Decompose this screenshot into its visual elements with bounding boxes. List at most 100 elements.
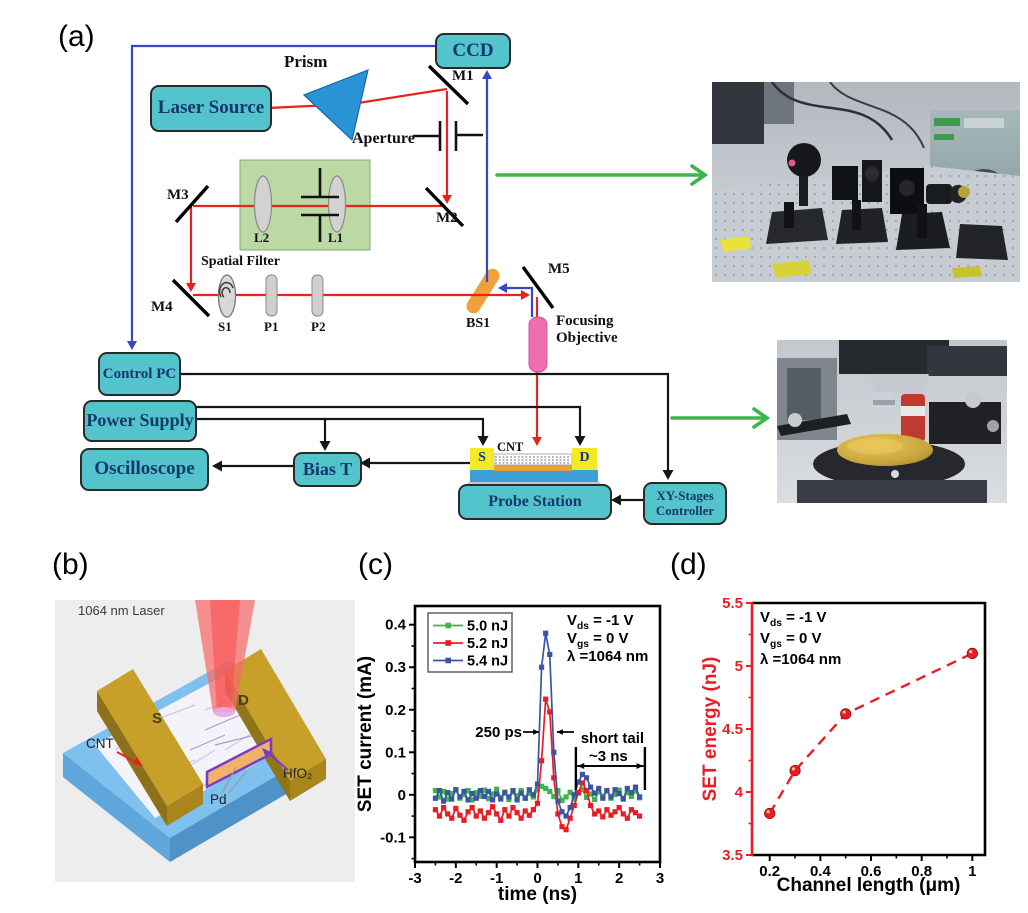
- power-supply-label: Power Supply: [86, 410, 194, 431]
- m2-label: M2: [436, 210, 458, 226]
- svg-text:0.4: 0.4: [385, 617, 407, 634]
- focusing-objective-line2: Objective: [556, 330, 618, 347]
- focusing-objective-label: Focusing Objective: [556, 313, 618, 348]
- svg-text:0.3: 0.3: [385, 659, 406, 676]
- svg-text:~3 ns: ~3 ns: [589, 748, 628, 765]
- monitor-shape: [712, 82, 764, 144]
- conditions-d: Vds = -1 V: [760, 609, 827, 629]
- svg-text:5.2 nJ: 5.2 nJ: [467, 636, 508, 652]
- xy-stages-controller-box: XY-Stages Controller: [643, 482, 727, 525]
- hfo2-label: HfO₂: [283, 766, 313, 781]
- red-arrowheads: [186, 195, 542, 446]
- lens-l2: [253, 175, 273, 233]
- drain-electrode-top: [225, 649, 326, 781]
- xy-stages-label-line1: XY-Stages: [656, 488, 714, 504]
- svg-text:5.5: 5.5: [722, 595, 743, 612]
- panel-c-label: (c): [358, 548, 393, 581]
- bs1-label: BS1: [466, 316, 491, 331]
- x-axis-title-c: time (ns): [498, 884, 577, 905]
- svg-text:1: 1: [574, 870, 582, 887]
- aperture-icon: [413, 121, 483, 151]
- svg-text:short tail: short tail: [581, 730, 644, 747]
- m4-label: M4: [151, 299, 173, 315]
- svg-text:0.1: 0.1: [385, 744, 406, 761]
- beam-splitter-bs1: [466, 268, 500, 314]
- svg-text:4.5: 4.5: [722, 721, 743, 738]
- p1-label: P1: [264, 319, 279, 334]
- y-axis-title-d: SET energy (nJ): [700, 657, 721, 802]
- device-3d-render: [55, 600, 355, 882]
- polarizer-p1: [265, 274, 278, 317]
- m5-label: M5: [548, 261, 570, 277]
- prism-label: Prism: [284, 52, 328, 71]
- set-current-chart: -3 -2 -1 0 1 2 3 -0.1 0 0.1 0.2 0.3 0.4 time (ns) SET …: [355, 604, 664, 905]
- blue-signal-lines: [130, 44, 534, 342]
- oscilloscope-box: Oscilloscope: [80, 448, 209, 491]
- axes-d: 0.2 0.4 0.6 0.8 1 3.5 4 4.5 5 5.5: [722, 595, 976, 880]
- oscilloscope-label: Oscilloscope: [94, 458, 195, 480]
- source-electrode-side: [97, 691, 167, 826]
- electrical-wires: [177, 372, 670, 502]
- m3-label: M3: [167, 187, 189, 203]
- svg-text:0.2: 0.2: [385, 702, 406, 719]
- green-pointer-arrows: [495, 164, 771, 429]
- set-energy-line: [768, 652, 973, 815]
- bias-t-label: Bias T: [302, 458, 353, 479]
- pd-label: Pd: [210, 792, 227, 807]
- series-c: [432, 630, 643, 833]
- plot-area-d: 0.2 0.4 0.6 0.8 1 3.5 4 4.5 5 5.5 Channel length (…: [700, 595, 987, 896]
- data-point: [966, 647, 978, 660]
- optical-table-photo: [712, 82, 1020, 282]
- p2-label: P2: [311, 319, 326, 334]
- laser-1064-label: 1064 nm Laser: [78, 603, 165, 618]
- probe-arm-shape: [777, 414, 851, 436]
- svg-text:-0.1: -0.1: [380, 829, 406, 846]
- source-electrode: [470, 448, 494, 470]
- panel-b-label: (b): [52, 548, 89, 581]
- hfo2-arrow: [262, 748, 271, 758]
- substrate-left-face: [63, 753, 170, 862]
- mirror-m5: [521, 265, 555, 310]
- slit-icon: [301, 168, 339, 242]
- set-energy-chart: 0.2 0.4 0.6 0.8 1 3.5 4 4.5 5 5.5 Channel length (…: [700, 595, 987, 896]
- source-label-a: S: [478, 450, 486, 465]
- focusing-objective-shape: [528, 316, 548, 373]
- drain-label-a: D: [579, 450, 590, 465]
- svg-text:1: 1: [968, 863, 976, 880]
- svg-text:250 ps: 250 ps: [475, 724, 522, 741]
- laser-source-box: Laser Source: [150, 85, 272, 132]
- panel-d-label: (d): [670, 548, 707, 581]
- svg-text:0: 0: [398, 787, 406, 804]
- svg-text:3.5: 3.5: [722, 847, 743, 864]
- aperture-label: Aperture: [352, 130, 415, 147]
- power-supply-box: Power Supply: [83, 400, 197, 442]
- svg-text:0.2: 0.2: [759, 863, 780, 880]
- mirror-m2: [424, 186, 465, 228]
- s1-spiral: [218, 281, 234, 298]
- xy-stages-label-line2: Controller: [655, 502, 715, 518]
- drain-label-b: D: [238, 692, 249, 709]
- laser-spot: [213, 707, 235, 717]
- y-axis-title-c: SET current (mA): [355, 656, 376, 812]
- conditions-d: Vgs = 0 V: [760, 630, 822, 650]
- l2-label: L2: [254, 230, 270, 245]
- axes-c: -3 -2 -1 0 1 2 3 -0.1 0 0.1 0.2 0.3 0.4: [380, 617, 664, 887]
- data-point: [764, 807, 776, 820]
- panel-b-arrows: [116, 748, 289, 795]
- focusing-objective-line1: Focusing: [556, 313, 614, 329]
- cnt-label-b: CNT: [86, 736, 114, 751]
- lens-l1: [327, 175, 347, 233]
- panel-a-label: (a): [58, 20, 95, 53]
- conditions-c: Vds = -1 V: [567, 612, 634, 632]
- svg-text:-1: -1: [490, 870, 503, 887]
- m1-label: M1: [452, 68, 474, 84]
- cnt-arrow: [133, 757, 143, 766]
- annotations-c: 250 ps short tail~3 ns: [475, 724, 647, 790]
- source-label-b: S: [152, 710, 163, 727]
- laser-source-label: Laser Source: [157, 97, 265, 119]
- ccd-box: CCD: [435, 33, 511, 69]
- data-point: [840, 708, 852, 720]
- cnt-label-a: CNT: [497, 440, 524, 454]
- svg-text:5: 5: [735, 658, 743, 675]
